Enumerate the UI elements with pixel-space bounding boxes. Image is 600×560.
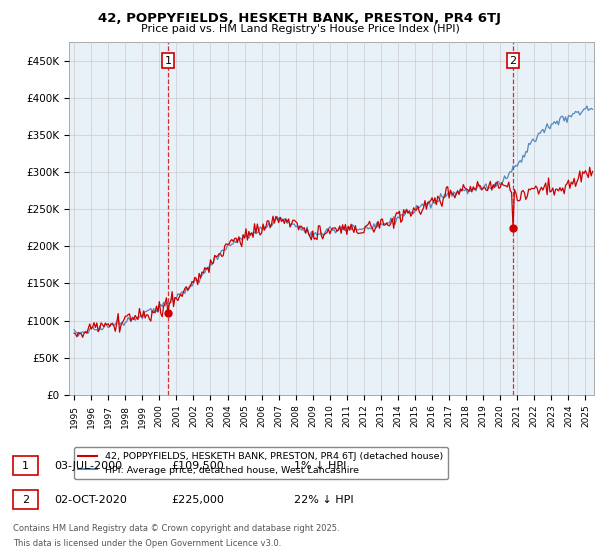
Text: 02-OCT-2020: 02-OCT-2020 [54, 494, 127, 505]
Text: 2: 2 [22, 494, 29, 505]
Text: This data is licensed under the Open Government Licence v3.0.: This data is licensed under the Open Gov… [13, 539, 281, 548]
Text: £109,500: £109,500 [171, 461, 224, 471]
Text: 42, POPPYFIELDS, HESKETH BANK, PRESTON, PR4 6TJ: 42, POPPYFIELDS, HESKETH BANK, PRESTON, … [98, 12, 502, 25]
Text: 03-JUL-2000: 03-JUL-2000 [54, 461, 122, 471]
Text: 1: 1 [22, 461, 29, 471]
Text: 22% ↓ HPI: 22% ↓ HPI [294, 494, 353, 505]
Text: Price paid vs. HM Land Registry's House Price Index (HPI): Price paid vs. HM Land Registry's House … [140, 24, 460, 34]
Text: £225,000: £225,000 [171, 494, 224, 505]
Legend: 42, POPPYFIELDS, HESKETH BANK, PRESTON, PR4 6TJ (detached house), HPI: Average p: 42, POPPYFIELDS, HESKETH BANK, PRESTON, … [74, 447, 448, 479]
Text: 1% ↓ HPI: 1% ↓ HPI [294, 461, 346, 471]
Text: 1: 1 [164, 55, 172, 66]
Text: Contains HM Land Registry data © Crown copyright and database right 2025.: Contains HM Land Registry data © Crown c… [13, 524, 340, 533]
Text: 2: 2 [509, 55, 517, 66]
